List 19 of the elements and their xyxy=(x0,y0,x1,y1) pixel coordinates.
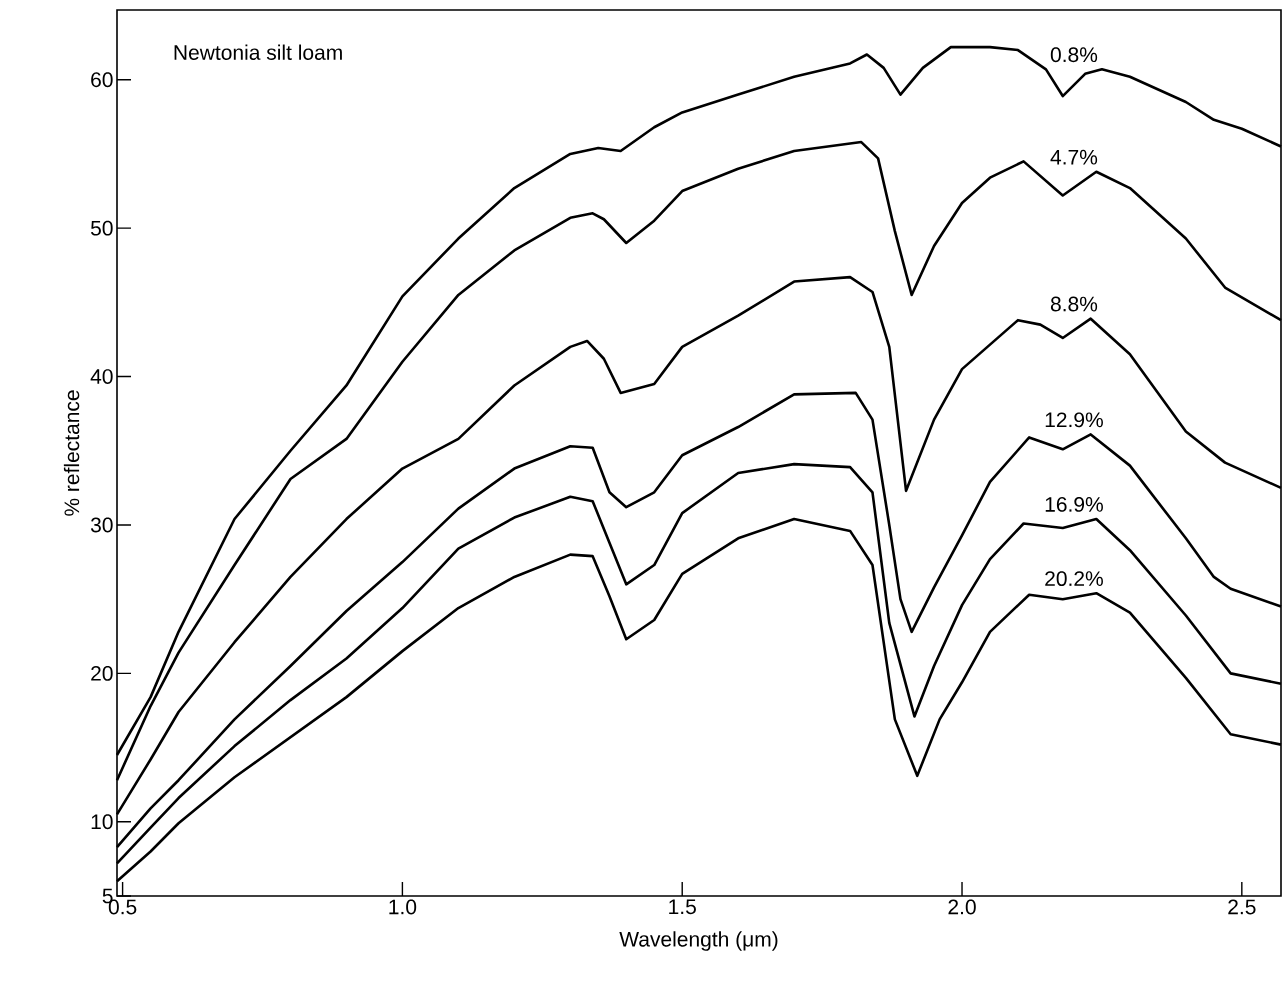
series-label: 16.9% xyxy=(1045,496,1103,512)
y-tick-label: 20 xyxy=(91,665,113,681)
series-label: 4.7% xyxy=(1050,149,1098,165)
y-tick-label: 30 xyxy=(90,517,113,533)
annotation: Newtonia silt loam xyxy=(174,44,342,60)
series-label: 20.2% xyxy=(1045,571,1103,587)
y-tick-label: 50 xyxy=(90,220,113,236)
x-tick-label: 2.5 xyxy=(1228,899,1256,915)
series-label: 12.9% xyxy=(1045,412,1103,428)
y-tick-label: 40 xyxy=(90,369,113,384)
x-axis-title: Wavelength (μm) xyxy=(619,931,778,951)
y-axis-title: % reflectance xyxy=(63,390,80,516)
y-tick-label: 10 xyxy=(91,814,113,830)
x-tick-label: 1.5 xyxy=(669,899,696,915)
series-label: 8.8% xyxy=(1050,296,1098,312)
series-label: 0.8% xyxy=(1050,47,1098,63)
y-tick-label: 60 xyxy=(91,72,113,88)
x-tick-label: 1.0 xyxy=(389,899,417,915)
x-tick-label: 2.0 xyxy=(948,899,976,915)
